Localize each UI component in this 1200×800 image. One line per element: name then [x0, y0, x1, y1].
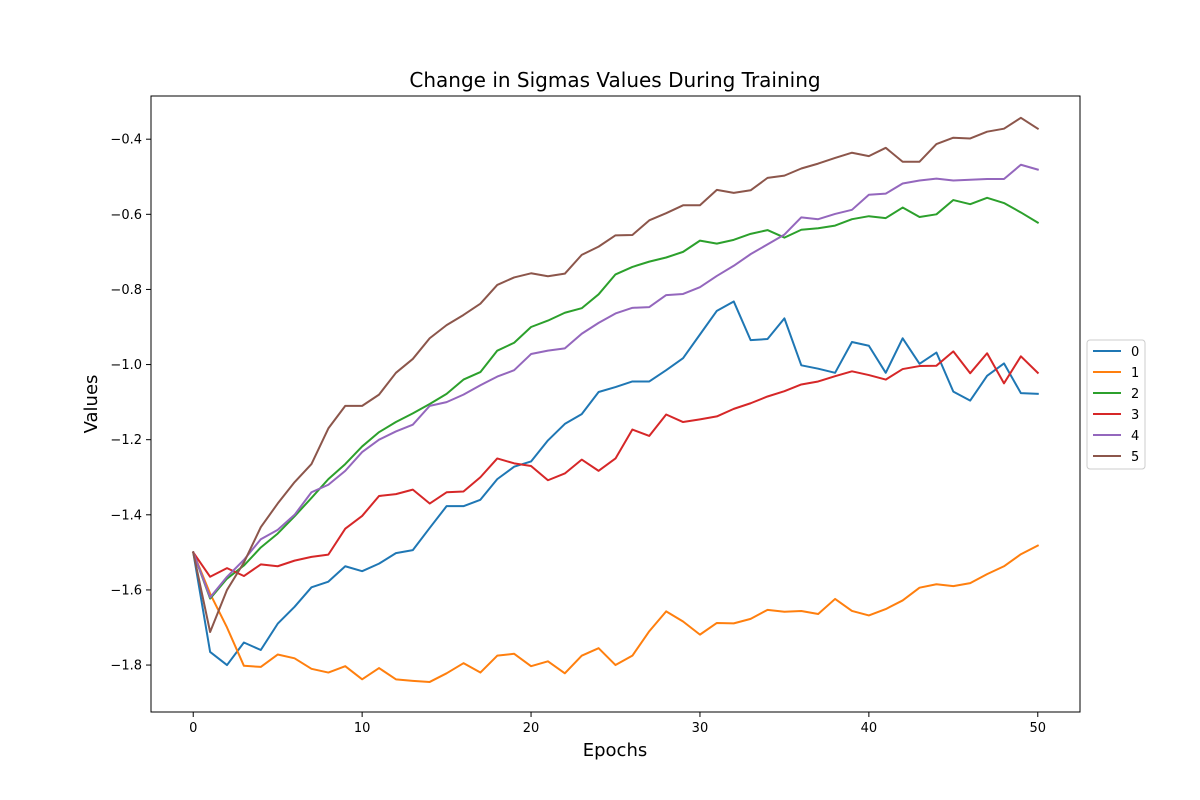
- chart-title: Change in Sigmas Values During Training: [409, 68, 820, 92]
- y-tick-label: −1.4: [110, 508, 142, 523]
- plot-frame: [150, 95, 1081, 713]
- series-line-1: [191, 544, 1040, 683]
- series-line-4: [191, 163, 1040, 599]
- y-axis: −1.8 −1.6 −1.4 −1.2 −1.0 −0.8 −0.6 −0.4: [110, 133, 151, 674]
- y-tick-label: −1.2: [110, 433, 142, 448]
- x-tick-label: 30: [692, 721, 709, 736]
- legend-label-3: 3: [1131, 408, 1139, 423]
- legend: 0 1 2 3 4 5: [1086, 339, 1146, 470]
- series-group: [191, 116, 1040, 683]
- legend-label-5: 5: [1131, 450, 1139, 465]
- y-tick-label: −1.6: [110, 583, 142, 598]
- y-tick-label: −1.0: [110, 358, 142, 373]
- series-line-2: [191, 196, 1040, 600]
- y-tick-label: −0.8: [110, 283, 142, 298]
- plot-area: [150, 95, 1081, 713]
- y-tick-label: −1.8: [110, 659, 142, 674]
- x-tick-label: 20: [523, 721, 540, 736]
- series-line-5: [192, 116, 1040, 633]
- y-tick-label: −0.4: [110, 133, 142, 148]
- legend-label-4: 4: [1131, 429, 1139, 444]
- x-tick-label: 10: [354, 721, 371, 736]
- y-tick-label: −0.6: [110, 208, 142, 223]
- x-axis-label: Epochs: [583, 740, 648, 761]
- legend-label-2: 2: [1131, 387, 1139, 402]
- y-axis-label: Values: [81, 375, 102, 434]
- legend-label-0: 0: [1131, 345, 1139, 360]
- series-line-0: [192, 300, 1039, 667]
- legend-label-1: 1: [1131, 366, 1139, 381]
- series-line-3: [191, 350, 1040, 578]
- x-axis: 0 10 20 30 40 50: [189, 712, 1046, 736]
- x-tick-label: 0: [189, 721, 197, 736]
- x-tick-label: 50: [1029, 721, 1046, 736]
- x-tick-label: 40: [861, 721, 878, 736]
